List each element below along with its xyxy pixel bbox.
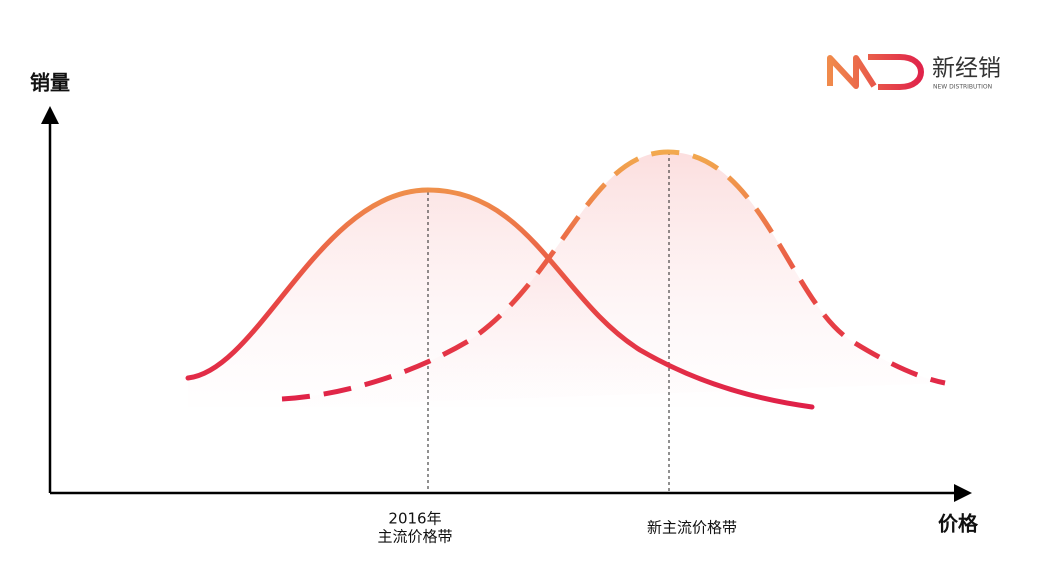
y-axis-label: 销量 xyxy=(30,71,70,95)
marker-label: 2016年 xyxy=(388,510,441,528)
logo-mark xyxy=(827,54,924,90)
marker-label: 主流价格带 xyxy=(377,528,452,546)
y-axis-arrow xyxy=(41,106,59,124)
x-axis-arrow xyxy=(954,484,972,502)
curve-2016 xyxy=(185,187,815,410)
logo-name: 新经销 xyxy=(932,56,1001,82)
logo-tagline: NEW DISTRIBUTION xyxy=(933,84,992,91)
area-2016 xyxy=(188,190,812,407)
logo: 新经销 NEW DISTRIBUTION xyxy=(827,54,1001,91)
curve-new xyxy=(281,149,946,402)
area-new xyxy=(282,152,945,407)
x-axis-label: 价格 xyxy=(938,512,979,536)
marker-label: 新主流价格带 xyxy=(647,519,737,537)
